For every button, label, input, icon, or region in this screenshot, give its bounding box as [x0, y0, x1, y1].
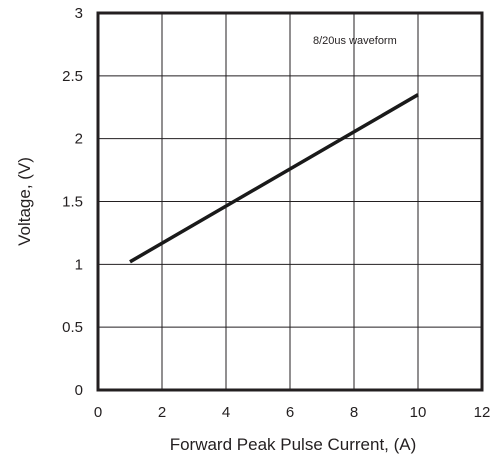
x-tick-label: 6 [286, 404, 294, 421]
y-tick-label: 2.5 [62, 68, 83, 85]
grid [97, 12, 483, 391]
y-tick-label: 1.5 [62, 194, 83, 211]
y-tick-label: 3 [75, 5, 83, 22]
y-tick-labels: 0 0.5 1 1.5 2 2.5 3 [62, 5, 83, 399]
waveform-annotation: 8/20us waveform [313, 35, 397, 47]
series-line [129, 93, 419, 264]
y-axis-title: Voltage, (V) [15, 157, 34, 246]
y-tick-label: 1 [75, 256, 83, 273]
series-layer [129, 93, 419, 264]
y-tick-label: 0.5 [62, 319, 83, 336]
x-tick-labels: 0 2 4 6 8 10 12 [94, 404, 491, 421]
x-tick-label: 8 [350, 404, 358, 421]
x-axis-title: Forward Peak Pulse Current, (A) [170, 435, 417, 454]
plot-frame [96, 11, 484, 392]
x-tick-label: 10 [410, 404, 427, 421]
x-tick-label: 12 [474, 404, 491, 421]
x-tick-label: 0 [94, 404, 102, 421]
y-tick-label: 2 [75, 131, 83, 148]
x-tick-label: 4 [222, 404, 230, 421]
y-tick-label: 0 [75, 382, 83, 399]
x-tick-label: 2 [158, 404, 166, 421]
